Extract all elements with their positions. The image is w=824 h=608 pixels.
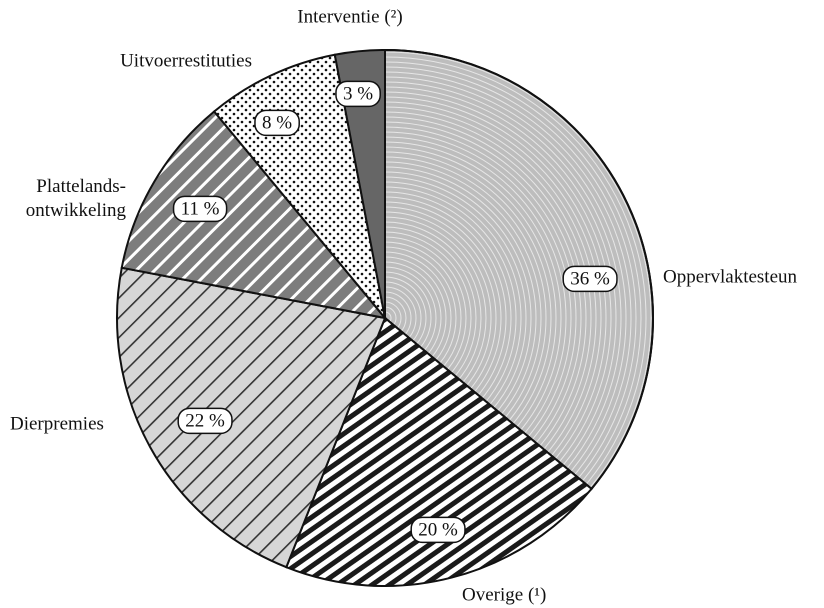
texture-arc — [385, 126, 577, 489]
texture-arc — [385, 161, 542, 475]
texture-arc — [385, 106, 597, 489]
texture-arc — [385, 301, 402, 335]
texture-arc — [385, 201, 502, 435]
pie-slice — [116, 266, 387, 569]
value-label: 22 % — [185, 410, 225, 431]
texture-arc — [385, 166, 537, 470]
texture-arc — [385, 141, 562, 489]
texture-arc — [385, 186, 517, 450]
texture-arc — [385, 311, 392, 325]
value-label-box — [410, 516, 466, 544]
texture-arc — [385, 151, 552, 485]
pie-slice — [285, 316, 593, 587]
value-label-box — [177, 407, 233, 435]
category-label: Overige (¹) — [462, 584, 546, 605]
texture-arc — [385, 71, 632, 489]
texture-arc — [385, 241, 462, 395]
texture-arc — [385, 196, 507, 440]
texture-arc — [385, 251, 452, 385]
texture-arc — [385, 86, 617, 489]
value-label-box — [172, 195, 228, 223]
texture-arc — [385, 231, 472, 405]
texture-arc — [385, 266, 437, 370]
texture-arc — [385, 291, 412, 345]
pie-slice — [120, 110, 388, 320]
category-label: Oppervlaktesteun — [663, 266, 798, 287]
pie-slice — [333, 48, 386, 319]
texture-arc — [385, 51, 652, 489]
texture-arc — [385, 306, 397, 330]
slice-outline — [384, 48, 654, 491]
texture-arc — [385, 121, 582, 489]
texture-arc — [385, 181, 522, 455]
value-label: 8 % — [262, 112, 292, 133]
value-label-box — [562, 265, 618, 293]
texture-arc — [385, 286, 417, 350]
texture-arc — [385, 246, 457, 390]
texture-arc — [385, 261, 442, 375]
texture-arc — [385, 211, 492, 425]
texture-arc — [385, 281, 422, 355]
texture-arc — [385, 221, 482, 415]
texture-arc — [385, 56, 647, 489]
texture-arc — [385, 236, 467, 400]
texture-arc — [385, 276, 427, 360]
texture-arc — [385, 136, 567, 489]
texture-arc — [385, 216, 487, 420]
value-label: 36 % — [570, 268, 610, 289]
category-label: Interventie (²) — [297, 6, 402, 27]
texture-arc — [385, 256, 447, 380]
texture-arc — [385, 226, 477, 410]
category-label: Dierpremies — [10, 413, 104, 434]
texture-arc — [385, 271, 432, 365]
texture-arc — [385, 176, 527, 460]
value-label-box — [335, 80, 381, 108]
texture-arc — [385, 116, 587, 489]
texture-arc — [385, 66, 637, 489]
texture-arc — [385, 156, 547, 480]
texture-arc — [385, 111, 592, 489]
category-label: Uitvoerrestituties — [120, 50, 252, 71]
texture-arc — [385, 101, 602, 489]
value-label: 3 % — [343, 83, 373, 104]
texture-arc — [385, 171, 532, 465]
texture-arc — [385, 146, 557, 489]
slice-texture — [385, 51, 652, 489]
texture-arc — [385, 81, 622, 489]
category-label: Plattelands-ontwikkeling — [26, 176, 127, 221]
texture-arc — [385, 76, 627, 489]
value-label: 11 % — [181, 198, 220, 219]
texture-arc — [385, 191, 512, 445]
texture-arc — [385, 206, 497, 430]
texture-arc — [385, 296, 407, 340]
texture-arc — [385, 91, 612, 489]
texture-arc — [385, 131, 572, 489]
texture-arc — [385, 96, 607, 489]
value-label: 20 % — [418, 519, 458, 540]
texture-arc — [385, 61, 642, 489]
value-label-box — [254, 109, 300, 137]
